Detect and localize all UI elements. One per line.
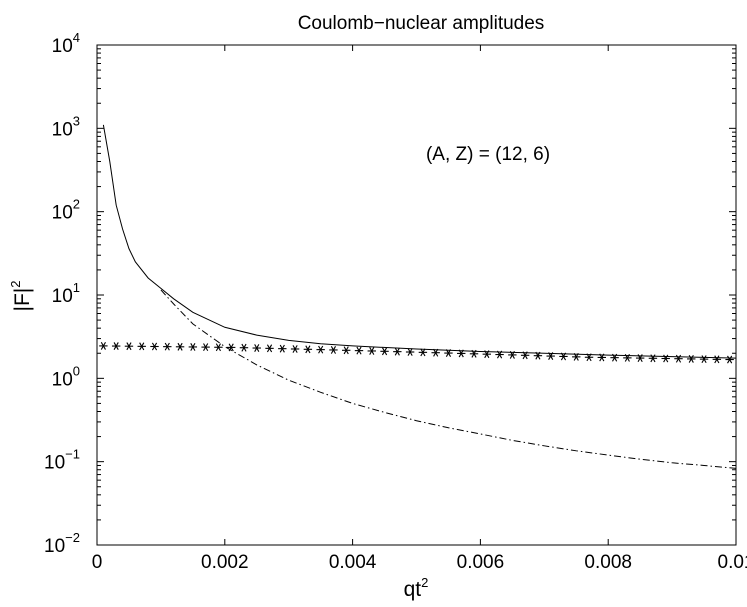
data-point-star — [520, 351, 530, 360]
x-tick-label: 0.01 — [718, 552, 747, 573]
data-point-star — [610, 353, 619, 362]
data-point-star — [342, 346, 351, 355]
data-point-star — [290, 345, 300, 353]
series-layer — [99, 124, 737, 469]
y-tick-label: 102 — [52, 197, 80, 224]
data-point-star — [239, 343, 249, 352]
data-point-star — [380, 347, 389, 356]
data-point-star — [201, 343, 210, 352]
x-tick-label: 0.004 — [329, 552, 377, 573]
chart-title: Coulomb−nuclear amplitudes — [298, 13, 545, 34]
x-tick-label: 0.006 — [457, 552, 505, 573]
data-point-star — [674, 354, 683, 363]
data-point-star — [418, 348, 428, 357]
data-point-star — [495, 350, 504, 359]
x-axis-label-base: qt — [404, 578, 422, 601]
y-axis-label: |F|2 — [8, 281, 34, 312]
data-point-star — [687, 355, 696, 363]
x-axis-label: qt2 — [404, 575, 429, 601]
y-axis-label-base: |F| — [11, 288, 34, 312]
y-tick-label-base: 10 — [52, 369, 73, 390]
y-tick-label-base: 10 — [52, 203, 73, 224]
series-star-markers — [99, 341, 734, 364]
y-tick-label-exp: 0 — [73, 363, 80, 378]
data-point-star — [188, 343, 198, 351]
data-point-star — [252, 344, 261, 352]
data-point-star — [278, 344, 287, 353]
data-point-star — [303, 345, 313, 354]
data-point-star — [150, 342, 159, 351]
data-point-star — [457, 349, 466, 358]
x-tick-label: 0 — [92, 552, 103, 573]
plot-frame — [96, 44, 737, 546]
data-point-star — [712, 355, 722, 364]
data-point-star — [265, 344, 274, 353]
data-point-star — [393, 347, 402, 356]
data-point-star — [111, 342, 121, 350]
data-point-star — [431, 348, 440, 357]
y-tick-label-exp: 1 — [73, 280, 80, 295]
y-tick-label-base: 10 — [52, 286, 73, 307]
series-line-solid — [102, 124, 737, 359]
data-point-star — [546, 352, 555, 360]
data-point-star — [623, 353, 632, 362]
y-tick-label-base: 10 — [44, 536, 65, 557]
y-tick-label-base: 10 — [52, 36, 73, 57]
data-point-star — [367, 347, 376, 355]
series-line-dashdot — [160, 289, 737, 469]
y-tick-label: 10−2 — [44, 530, 80, 557]
y-tick-label: 101 — [52, 280, 80, 307]
x-ticks: 0 0.002 0.004 0.006 0.008 0.01 — [92, 45, 747, 573]
data-point-star — [405, 348, 415, 356]
data-point-star — [163, 342, 172, 351]
data-point-star — [584, 353, 594, 362]
x-tick-label: 0.008 — [584, 552, 632, 573]
data-point-star — [533, 351, 543, 360]
y-tick-label-exp: 2 — [73, 197, 80, 212]
data-point-star — [214, 343, 223, 352]
annotation-label: (A, Z) = (12, 6) — [426, 144, 550, 165]
data-point-star — [175, 342, 185, 351]
data-point-star — [354, 346, 364, 355]
y-tick-label-exp: −2 — [65, 530, 80, 545]
data-point-star — [559, 352, 568, 361]
data-point-star — [99, 341, 108, 350]
y-tick-label-base: 10 — [52, 119, 73, 140]
data-point-star — [508, 351, 517, 359]
y-tick-label-exp: 3 — [73, 113, 80, 128]
y-tick-label: 103 — [52, 113, 80, 140]
data-point-star — [725, 355, 734, 364]
data-point-star — [597, 353, 607, 362]
data-point-star — [124, 342, 134, 351]
data-point-star — [661, 354, 670, 363]
x-tick-label: 0.002 — [201, 552, 249, 573]
data-point-star — [635, 354, 645, 362]
data-point-star — [329, 346, 338, 354]
data-point-star — [648, 354, 658, 363]
y-tick-label-exp: −1 — [65, 447, 80, 462]
y-tick-label-exp: 4 — [73, 30, 80, 45]
x-axis-label-exp: 2 — [421, 575, 428, 590]
data-point-star — [572, 352, 581, 361]
data-point-star — [137, 342, 146, 351]
y-tick-label: 10−1 — [44, 447, 80, 474]
data-point-star — [444, 349, 453, 357]
y-axis-label-exp: 2 — [8, 281, 23, 288]
y-tick-label-base: 10 — [44, 453, 65, 474]
data-point-star — [482, 350, 491, 359]
data-point-star — [469, 349, 479, 358]
data-point-star — [699, 355, 709, 364]
data-point-star — [226, 343, 236, 352]
data-point-star — [316, 345, 325, 354]
y-tick-label: 104 — [52, 30, 80, 57]
y-tick-label: 100 — [52, 363, 80, 390]
